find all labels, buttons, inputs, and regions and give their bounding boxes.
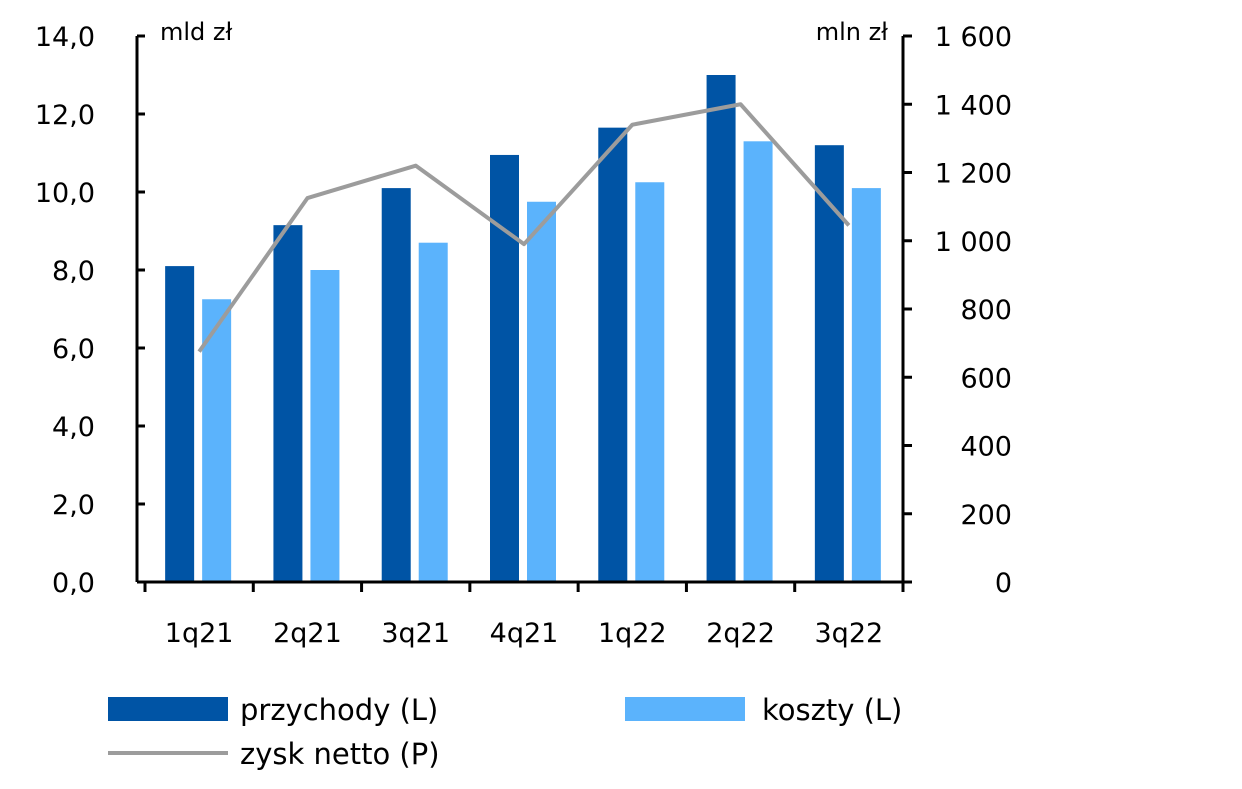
bar-koszty-3q22 — [852, 188, 881, 582]
legend-label-koszty: koszty (L) — [762, 693, 902, 727]
left-axis-unit: mld zł — [160, 18, 233, 46]
left-tick-label: 8,0 — [52, 256, 95, 287]
bar-koszty-2q21 — [310, 270, 339, 582]
bar-przychody-4q21 — [490, 155, 519, 582]
x-tick-label: 2q21 — [273, 618, 342, 649]
legend-swatch-przychody — [108, 697, 228, 721]
right-tick-label: 1 400 — [935, 90, 1012, 121]
bar-przychody-2q21 — [273, 225, 302, 582]
legend: przychody (L) koszty (L) zysk netto (P) — [108, 693, 902, 771]
right-tick-label: 1 200 — [935, 159, 1012, 190]
right-tick-label: 0 — [995, 568, 1012, 599]
bar-przychody-2q22 — [707, 75, 736, 582]
x-tick-label: 3q22 — [815, 618, 884, 649]
x-tick-label: 1q21 — [165, 618, 234, 649]
left-tick-label: 4,0 — [52, 412, 95, 443]
legend-label-zysk-netto: zysk netto (P) — [240, 737, 440, 771]
x-tick-label: 2q22 — [706, 618, 775, 649]
legend-label-przychody: przychody (L) — [240, 693, 438, 727]
bar-koszty-3q21 — [419, 243, 448, 582]
bar-przychody-1q22 — [598, 128, 627, 582]
left-tick-label: 2,0 — [52, 490, 95, 521]
right-tick-label: 200 — [960, 500, 1012, 531]
right-tick-label: 600 — [960, 363, 1012, 394]
right-tick-label: 1 600 — [935, 22, 1012, 53]
left-tick-label: 12,0 — [35, 100, 95, 131]
right-axis-unit: mln zł — [816, 18, 888, 46]
bar-koszty-1q22 — [635, 182, 664, 582]
left-tick-label: 10,0 — [35, 178, 95, 209]
legend-swatch-koszty — [625, 697, 745, 721]
bar-koszty-4q21 — [527, 202, 556, 582]
bar-przychody-3q22 — [815, 145, 844, 582]
right-tick-label: 400 — [960, 432, 1012, 463]
left-tick-label: 0,0 — [52, 568, 95, 599]
bar-przychody-1q21 — [165, 266, 194, 582]
left-tick-label: 14,0 — [35, 22, 95, 53]
right-tick-label: 800 — [960, 295, 1012, 326]
x-tick-label: 3q21 — [381, 618, 450, 649]
x-tick-label: 4q21 — [490, 618, 559, 649]
bar-przychody-3q21 — [382, 188, 411, 582]
bar-koszty-2q22 — [744, 141, 773, 582]
x-tick-label: 1q22 — [598, 618, 667, 649]
left-tick-label: 6,0 — [52, 334, 95, 365]
right-tick-label: 1 000 — [935, 227, 1012, 258]
